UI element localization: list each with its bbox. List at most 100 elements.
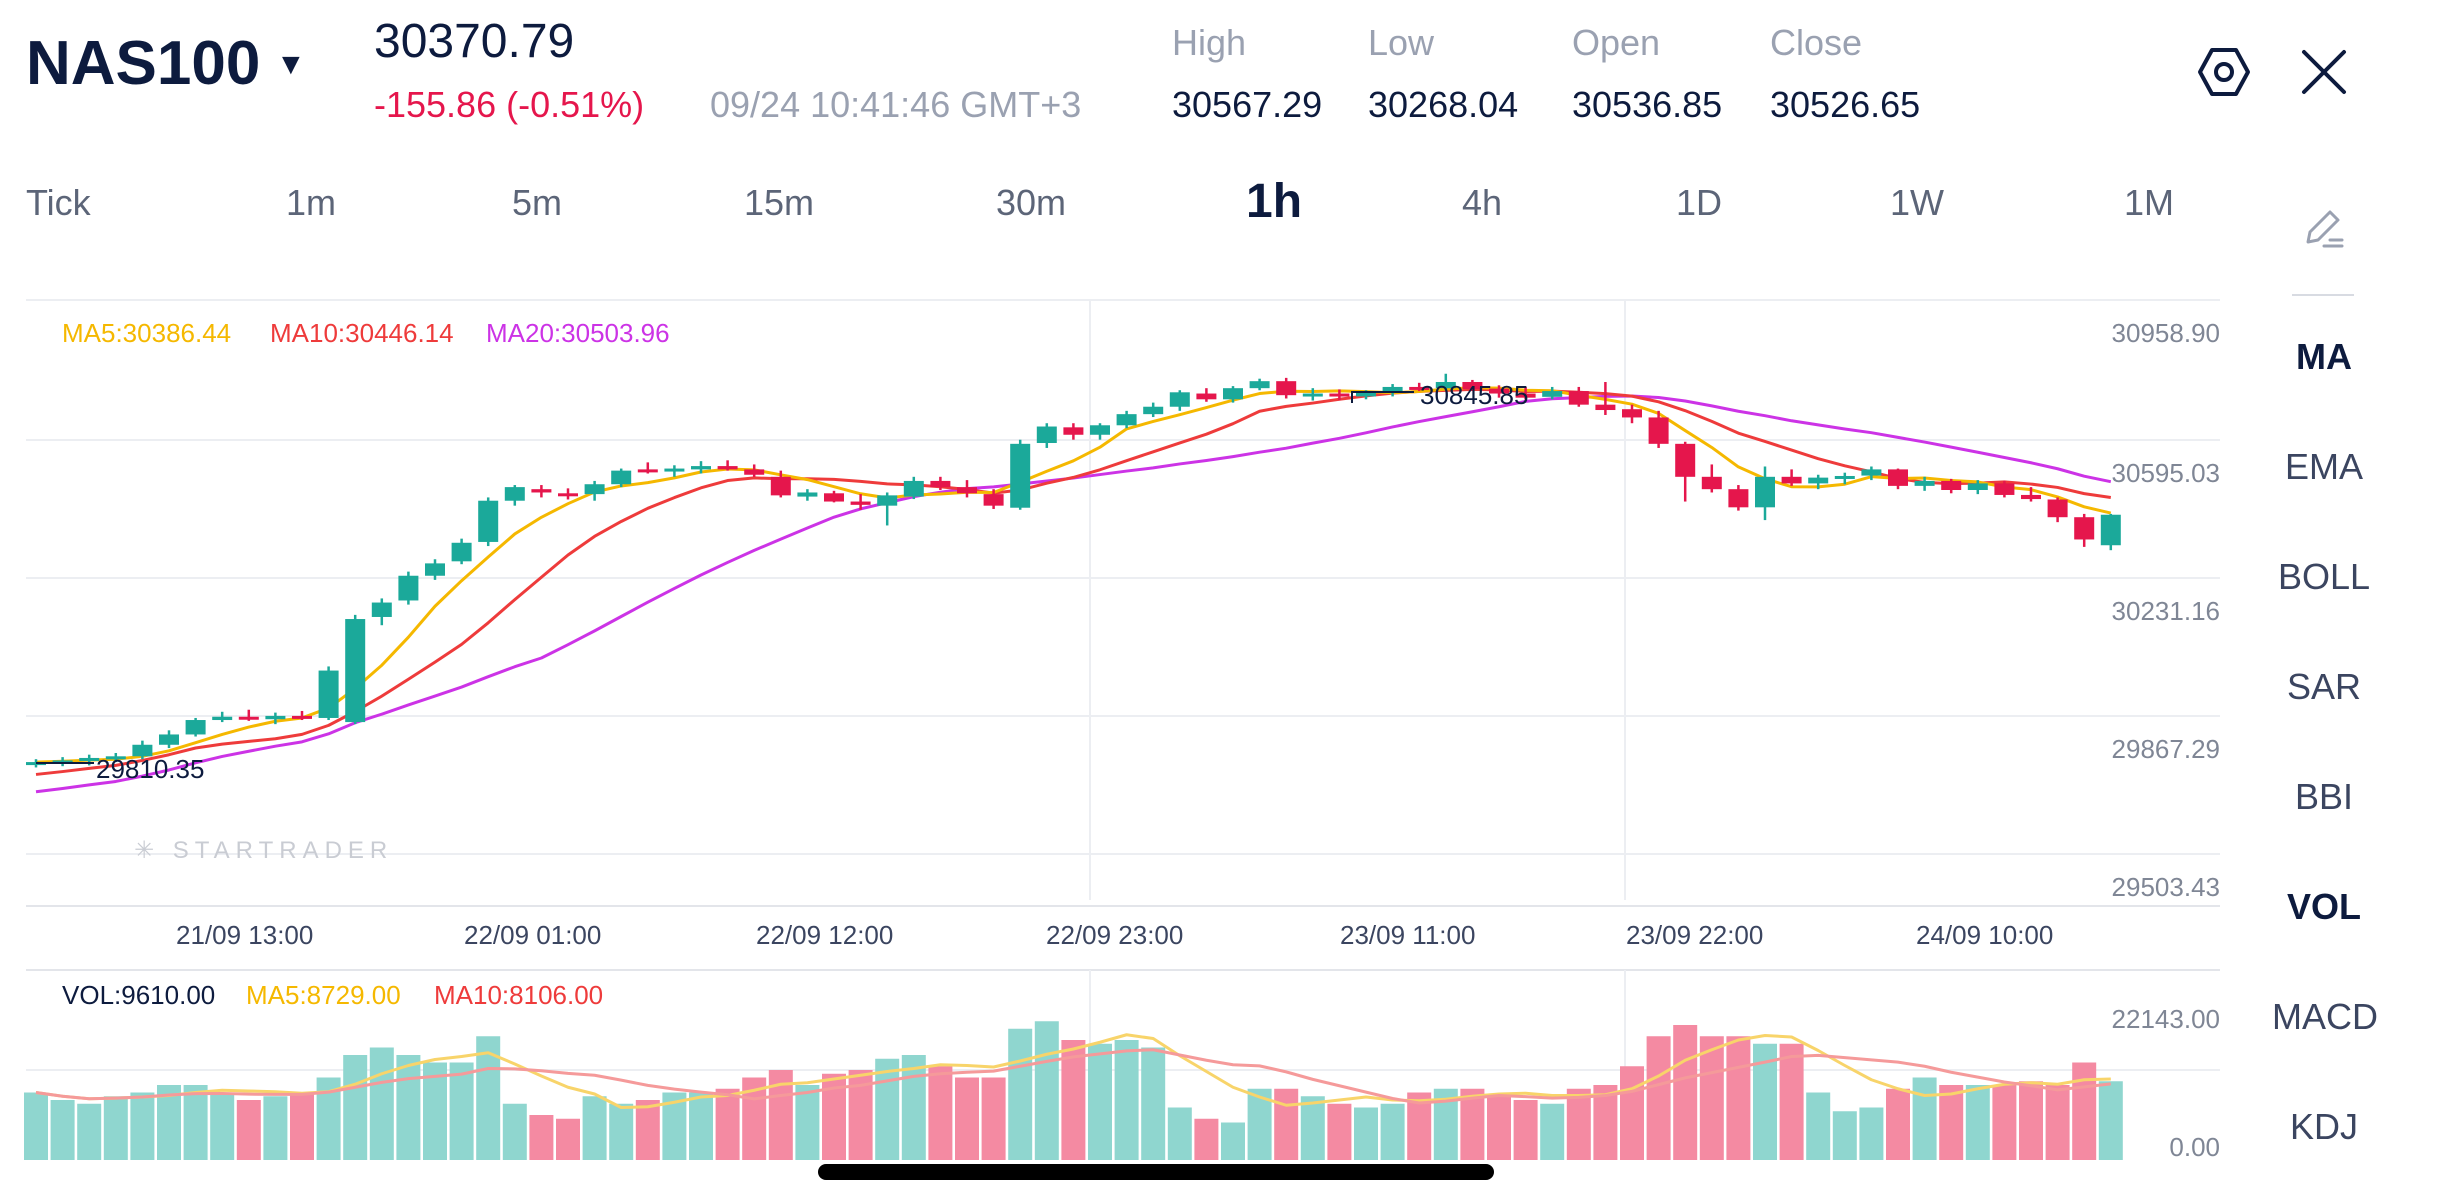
candle-body <box>425 563 445 576</box>
volume-bar <box>290 1092 314 1160</box>
tab-1m[interactable]: 1m <box>286 182 337 223</box>
volume-bar <box>955 1077 979 1160</box>
indicator-sar[interactable]: SAR <box>2286 666 2362 707</box>
volume-bar <box>1167 1107 1192 1160</box>
tab-1mo[interactable]: 1M <box>2124 182 2175 223</box>
stat-close-label: Close <box>1770 22 1863 63</box>
candle-body <box>1409 386 1430 390</box>
volume-bar <box>1034 1021 1059 1160</box>
indicator-vol[interactable]: VOL <box>2286 886 2361 927</box>
price-tick: 30958.90 <box>2111 318 2220 348</box>
volume-bar <box>1008 1028 1033 1160</box>
tab-4h[interactable]: 4h <box>1462 182 1503 223</box>
indicator-bbi[interactable]: BBI <box>2294 776 2354 817</box>
volume-bar <box>236 1100 261 1160</box>
stat-open-value: 30536.85 <box>1572 84 1723 125</box>
volume-bar <box>2098 1081 2123 1160</box>
volume-bar <box>1327 1103 1352 1160</box>
candle-body <box>265 715 286 720</box>
tab-15m[interactable]: 15m <box>744 182 815 223</box>
chart-area[interactable] <box>0 290 2230 1170</box>
indicator-ema[interactable]: EMA <box>2284 446 2363 487</box>
close-icon[interactable] <box>2300 48 2348 96</box>
candle-body <box>185 720 206 735</box>
watermark-logo: ✳ STARTRADER <box>134 836 393 865</box>
candle-body <box>1196 393 1217 400</box>
stat-high-label: High <box>1172 22 1247 63</box>
candle-body <box>1622 409 1642 418</box>
tab-1w[interactable]: 1W <box>1890 182 1944 223</box>
candle-body <box>1648 417 1669 444</box>
volume-bar <box>183 1085 208 1160</box>
volume-bar <box>263 1096 288 1160</box>
candle-body <box>1701 476 1722 490</box>
volume-bar <box>2045 1085 2070 1160</box>
volume-bar <box>130 1092 155 1160</box>
candle-body <box>717 466 738 470</box>
volume-bar <box>50 1100 75 1160</box>
indicator-kdj[interactable]: KDJ <box>2289 1106 2358 1147</box>
volume-bar <box>609 1103 634 1160</box>
volume-bar <box>1380 1103 1405 1160</box>
volume-bar <box>1221 1122 1245 1160</box>
settings-icon[interactable] <box>2196 44 2252 100</box>
candle-body <box>1834 475 1855 479</box>
symbol-dropdown-caret-icon[interactable]: ▼ <box>276 48 306 81</box>
price-tick: 30231.16 <box>2111 596 2220 626</box>
candle-body <box>1675 443 1696 477</box>
volume-bar <box>1354 1107 1378 1160</box>
ma10-line <box>35 387 2112 776</box>
stat-close-value: 30526.65 <box>1770 84 1921 125</box>
volume-bar <box>24 1092 48 1160</box>
candle-body <box>504 487 525 501</box>
low-marker-label: 29810.35 <box>96 754 205 784</box>
panel-divider <box>2292 294 2354 296</box>
volume-bar <box>2019 1081 2043 1160</box>
candle-body <box>1090 425 1110 435</box>
ma20-line <box>35 394 2112 794</box>
draw-pencil-icon[interactable] <box>2300 206 2346 252</box>
candle-body <box>1781 476 1802 484</box>
candle-body <box>1010 443 1031 508</box>
candle-body <box>2074 517 2095 540</box>
high-marker-label: 30845.85 <box>1420 380 1529 410</box>
price-chart[interactable] <box>0 290 2230 1170</box>
stat-open-label: Open <box>1572 22 1661 63</box>
volume-bar <box>1061 1040 1086 1160</box>
volume-bar <box>1859 1107 1884 1160</box>
tab-1d[interactable]: 1D <box>1676 182 1723 223</box>
volume-bar <box>1965 1085 1990 1160</box>
volume-bar <box>396 1055 421 1160</box>
candle-body <box>1489 388 1509 394</box>
volume-bar <box>1912 1077 1937 1160</box>
candle-body <box>398 575 419 601</box>
candle-body <box>1808 477 1829 484</box>
indicator-boll[interactable]: BOLL <box>2277 556 2371 597</box>
tab-1h[interactable]: 1h <box>1246 175 1303 228</box>
indicator-ma[interactable]: MA <box>2296 336 2352 377</box>
volume-bar <box>715 1088 740 1160</box>
candle-body <box>159 734 179 745</box>
symbol-label[interactable]: NAS100 <box>26 29 261 98</box>
tab-30m[interactable]: 30m <box>996 182 1067 223</box>
candle-body <box>770 476 791 496</box>
candle-body <box>1728 489 1749 508</box>
candle-body <box>1329 393 1350 397</box>
indicator-macd[interactable]: MACD <box>2272 996 2378 1037</box>
volume-bar <box>928 1066 953 1160</box>
candle-body <box>1169 392 1190 407</box>
candle-body <box>79 757 100 761</box>
price-tick: 29867.29 <box>2111 734 2220 764</box>
legend-ma5: MA5:30386.44 <box>62 318 232 348</box>
volume-bar <box>1832 1111 1857 1160</box>
tab-5m[interactable]: 5m <box>512 182 563 223</box>
candle-body <box>1063 427 1084 435</box>
watermark-text: STARTRADER <box>172 837 394 864</box>
candle-body <box>930 480 951 488</box>
volume-bar <box>1194 1118 1219 1160</box>
candle-body <box>478 500 499 542</box>
candle-body <box>1941 480 1962 491</box>
candle-body <box>877 495 898 506</box>
volume-bar <box>77 1103 102 1160</box>
tab-tick[interactable]: Tick <box>26 182 91 223</box>
